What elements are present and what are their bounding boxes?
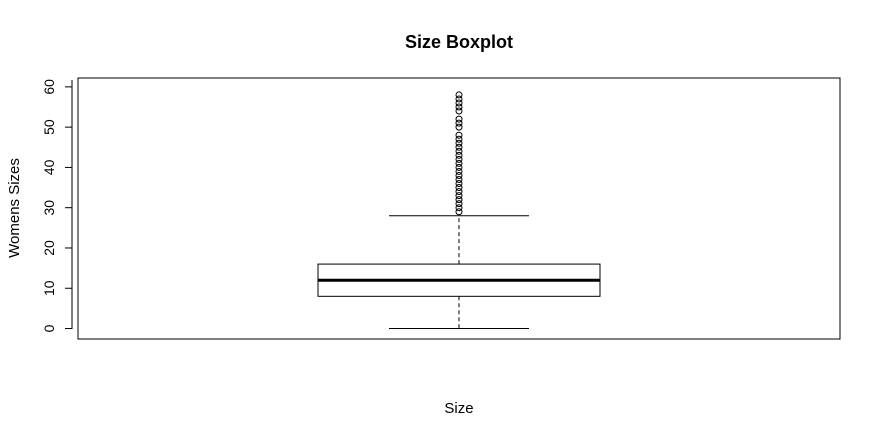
outlier-point	[455, 200, 463, 208]
outlier-point	[455, 95, 463, 103]
outlier-point	[455, 208, 463, 216]
y-tick-label: 60	[41, 79, 57, 95]
y-tick-label: 40	[41, 159, 57, 175]
outlier-point	[455, 196, 463, 204]
outlier-point	[455, 131, 463, 139]
boxplot-series	[317, 91, 601, 330]
outlier-point	[455, 147, 463, 155]
outlier-point	[455, 135, 463, 143]
outlier-point	[455, 115, 463, 123]
outlier-point	[455, 171, 463, 179]
outlier-point	[455, 139, 463, 147]
outlier-point	[455, 176, 463, 183]
outlier-point	[455, 204, 463, 212]
plot-frame	[77, 77, 841, 340]
x-axis-label: Size	[444, 400, 473, 417]
outlier-point	[455, 123, 463, 131]
y-axis-ticks: 0 10 20 30 40 50 60	[41, 79, 72, 332]
outlier-point	[455, 163, 463, 171]
outlier-point	[455, 180, 463, 188]
outlier-point	[455, 192, 463, 200]
y-tick-label: 0	[41, 324, 57, 332]
outlier-point	[455, 119, 463, 127]
outlier-point	[455, 184, 463, 192]
outlier-point	[455, 151, 463, 159]
y-tick-label: 30	[41, 200, 57, 216]
outlier-point	[455, 155, 463, 163]
outlier-point	[455, 188, 463, 196]
outlier-point	[455, 99, 463, 107]
y-tick-label: 20	[41, 240, 57, 256]
outlier-point	[455, 103, 463, 111]
chart-title: Size Boxplot	[405, 32, 513, 52]
outlier-point	[455, 107, 463, 115]
outlier-point	[455, 167, 463, 175]
outlier-point	[455, 91, 463, 99]
outlier-point	[455, 159, 463, 167]
y-axis-label: Womens Sizes	[6, 158, 23, 258]
y-tick-label: 50	[41, 119, 57, 135]
y-tick-label: 10	[41, 280, 57, 296]
outlier-point	[455, 143, 463, 151]
